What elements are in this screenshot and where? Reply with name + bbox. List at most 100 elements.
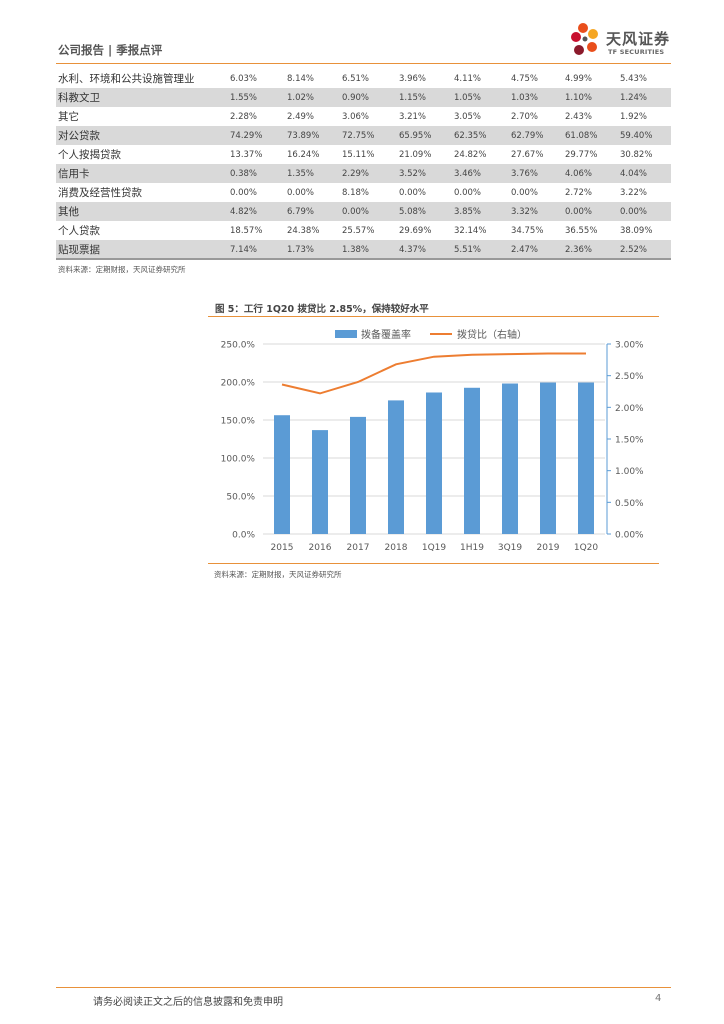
- table-cell: 4.37%: [397, 240, 452, 259]
- y-right-tick-label: 0.00%: [615, 531, 644, 541]
- table-cell: 29.77%: [565, 149, 598, 160]
- table-cell: 5.08%: [397, 202, 452, 221]
- x-tick-label: 1H19: [460, 543, 484, 553]
- table-row: 其他 4.82% 6.79% 0.00% 5.08% 3.85% 3.32% 0.00% 0.0…: [56, 202, 671, 221]
- table-row: 信用卡 0.38% 1.35% 2.29% 3.52% 3.46% 3.76% 4.06% 4.…: [56, 164, 671, 183]
- bar-coverage-ratio: [578, 382, 594, 534]
- table-cell: 74.29%: [228, 126, 285, 145]
- table-row: 对公贷款 74.29% 73.89% 72.75% 65.95% 62.35% 62.79%…: [56, 126, 671, 145]
- table-row: 其它 2.28% 2.49% 3.06% 3.21% 3.05% 2.70% 2.43% 1.9…: [56, 107, 671, 126]
- table-cell: 24.82%: [454, 149, 487, 160]
- bar-coverage-ratio: [464, 387, 480, 534]
- bar-coverage-ratio: [502, 383, 518, 534]
- y-left-tick-label: 100.0%: [221, 455, 256, 465]
- x-tick-label: 2017: [347, 543, 370, 553]
- table-cell: 29.69%: [399, 225, 432, 236]
- table-cell: 24.38%: [287, 225, 320, 236]
- table-row: 水利、环境和公共设施管理业 6.03% 8.14% 6.51% 3.96% 4.11% 4.…: [56, 69, 671, 88]
- table-cell: 0.90%: [340, 88, 397, 107]
- y-right-tick-label: 1.00%: [615, 467, 644, 477]
- table-cell: 4.99%: [565, 73, 593, 84]
- table-cell: 3.46%: [452, 164, 509, 183]
- table-cell: 1.10%: [563, 88, 618, 107]
- page-number: 4: [655, 993, 662, 1004]
- figure-title: 图 5：工行 1Q20 拨贷比 2.85%，保持较好水平: [215, 304, 429, 315]
- bar-coverage-ratio: [350, 416, 366, 534]
- table-cell: 62.79%: [509, 126, 563, 145]
- y-left-tick-label: 150.0%: [221, 417, 256, 427]
- table-bottom-rule: [56, 258, 671, 260]
- bar-coverage-ratio: [426, 392, 442, 534]
- table-cell: 27.67%: [511, 149, 544, 160]
- bar-coverage-ratio: [388, 400, 404, 534]
- table-row: 个人按揭贷款 13.37% 16.24% 15.11% 21.09% 24.82% 27.6…: [56, 145, 671, 164]
- x-tick-label: 2016: [309, 543, 332, 553]
- table-cell: 1.73%: [285, 240, 340, 259]
- row-label: 消费及经营性贷款: [58, 187, 142, 199]
- table-cell: 72.75%: [340, 126, 397, 145]
- table-cell: 25.57%: [342, 225, 375, 236]
- row-label: 信用卡: [56, 164, 228, 183]
- table-row: 贴现票据 7.14% 1.73% 1.38% 4.37% 5.51% 2.47% 2.36% 2…: [56, 240, 671, 259]
- table-cell: 2.70%: [511, 111, 539, 122]
- table-cell: 2.29%: [340, 164, 397, 183]
- figure-top-rule: [208, 316, 659, 317]
- table-cell: 0.38%: [228, 164, 285, 183]
- row-label: 对公贷款: [56, 126, 228, 145]
- table-row: 消费及经营性贷款 0.00% 0.00% 8.18% 0.00% 0.00% 0.00% 2.…: [56, 183, 671, 202]
- table-cell: 32.14%: [454, 225, 487, 236]
- table-cell: 1.24%: [618, 88, 671, 107]
- table-cell: 5.43%: [620, 73, 648, 84]
- table-cell: 7.14%: [228, 240, 285, 259]
- table-cell: 3.85%: [452, 202, 509, 221]
- x-tick-label: 2018: [385, 543, 408, 553]
- table-cell: 2.47%: [509, 240, 563, 259]
- logo-english-name: TF SECURITIES: [608, 48, 665, 56]
- table-cell: 34.75%: [511, 225, 544, 236]
- row-label: 水利、环境和公共设施管理业: [58, 73, 195, 85]
- logo-chinese-name: 天风证券: [606, 30, 671, 48]
- table-cell: 3.06%: [342, 111, 370, 122]
- row-label: 科教文卫: [56, 88, 228, 107]
- table-cell: 0.00%: [454, 187, 482, 198]
- table-cell: 8.14%: [287, 73, 315, 84]
- x-tick-label: 2019: [537, 543, 560, 553]
- table-cell: 2.52%: [618, 240, 671, 259]
- report-header-title: 公司报告 | 季报点评: [58, 43, 163, 57]
- table-cell: 65.95%: [397, 126, 452, 145]
- logo-flower-icon: [571, 23, 598, 55]
- table-cell: 1.03%: [509, 88, 563, 107]
- table-cell: 2.43%: [565, 111, 593, 122]
- y-right-tick-label: 2.00%: [615, 404, 644, 414]
- loan-structure-table: 水利、环境和公共设施管理业 6.03% 8.14% 6.51% 3.96% 4.11% 4.…: [56, 69, 671, 259]
- table-row: 个人贷款 18.57% 24.38% 25.57% 29.69% 32.14% 34.75%…: [56, 221, 671, 240]
- table-cell: 2.36%: [563, 240, 618, 259]
- y-right-tick-label: 0.50%: [615, 499, 644, 509]
- table-cell: 5.51%: [452, 240, 509, 259]
- table-cell: 3.32%: [509, 202, 563, 221]
- table-cell: 1.38%: [340, 240, 397, 259]
- x-tick-label: 1Q20: [574, 543, 599, 553]
- table-cell: 0.00%: [563, 202, 618, 221]
- table-cell: 3.05%: [454, 111, 482, 122]
- table-cell: 3.96%: [399, 73, 427, 84]
- table-cell: 1.92%: [620, 111, 648, 122]
- x-tick-label: 1Q19: [422, 543, 447, 553]
- table-cell: 0.00%: [618, 202, 671, 221]
- table-cell: 21.09%: [399, 149, 432, 160]
- table-cell: 1.02%: [285, 88, 340, 107]
- figure-bottom-rule: [208, 563, 659, 564]
- company-logo: 天风证券 TF SECURITIES: [568, 20, 678, 64]
- table-cell: 6.03%: [230, 73, 258, 84]
- legend-swatch-bar: [335, 330, 357, 338]
- table-cell: 1.15%: [397, 88, 452, 107]
- table-cell: 0.00%: [399, 187, 427, 198]
- table-cell: 61.08%: [563, 126, 618, 145]
- y-right-tick-label: 2.50%: [615, 372, 644, 382]
- table-cell: 4.04%: [618, 164, 671, 183]
- table-cell: 0.00%: [230, 187, 258, 198]
- header-divider: [56, 63, 671, 64]
- line-loan-provision-ratio: [281, 352, 586, 395]
- footer-divider: [56, 987, 671, 988]
- y-left-tick-label: 250.0%: [221, 341, 256, 351]
